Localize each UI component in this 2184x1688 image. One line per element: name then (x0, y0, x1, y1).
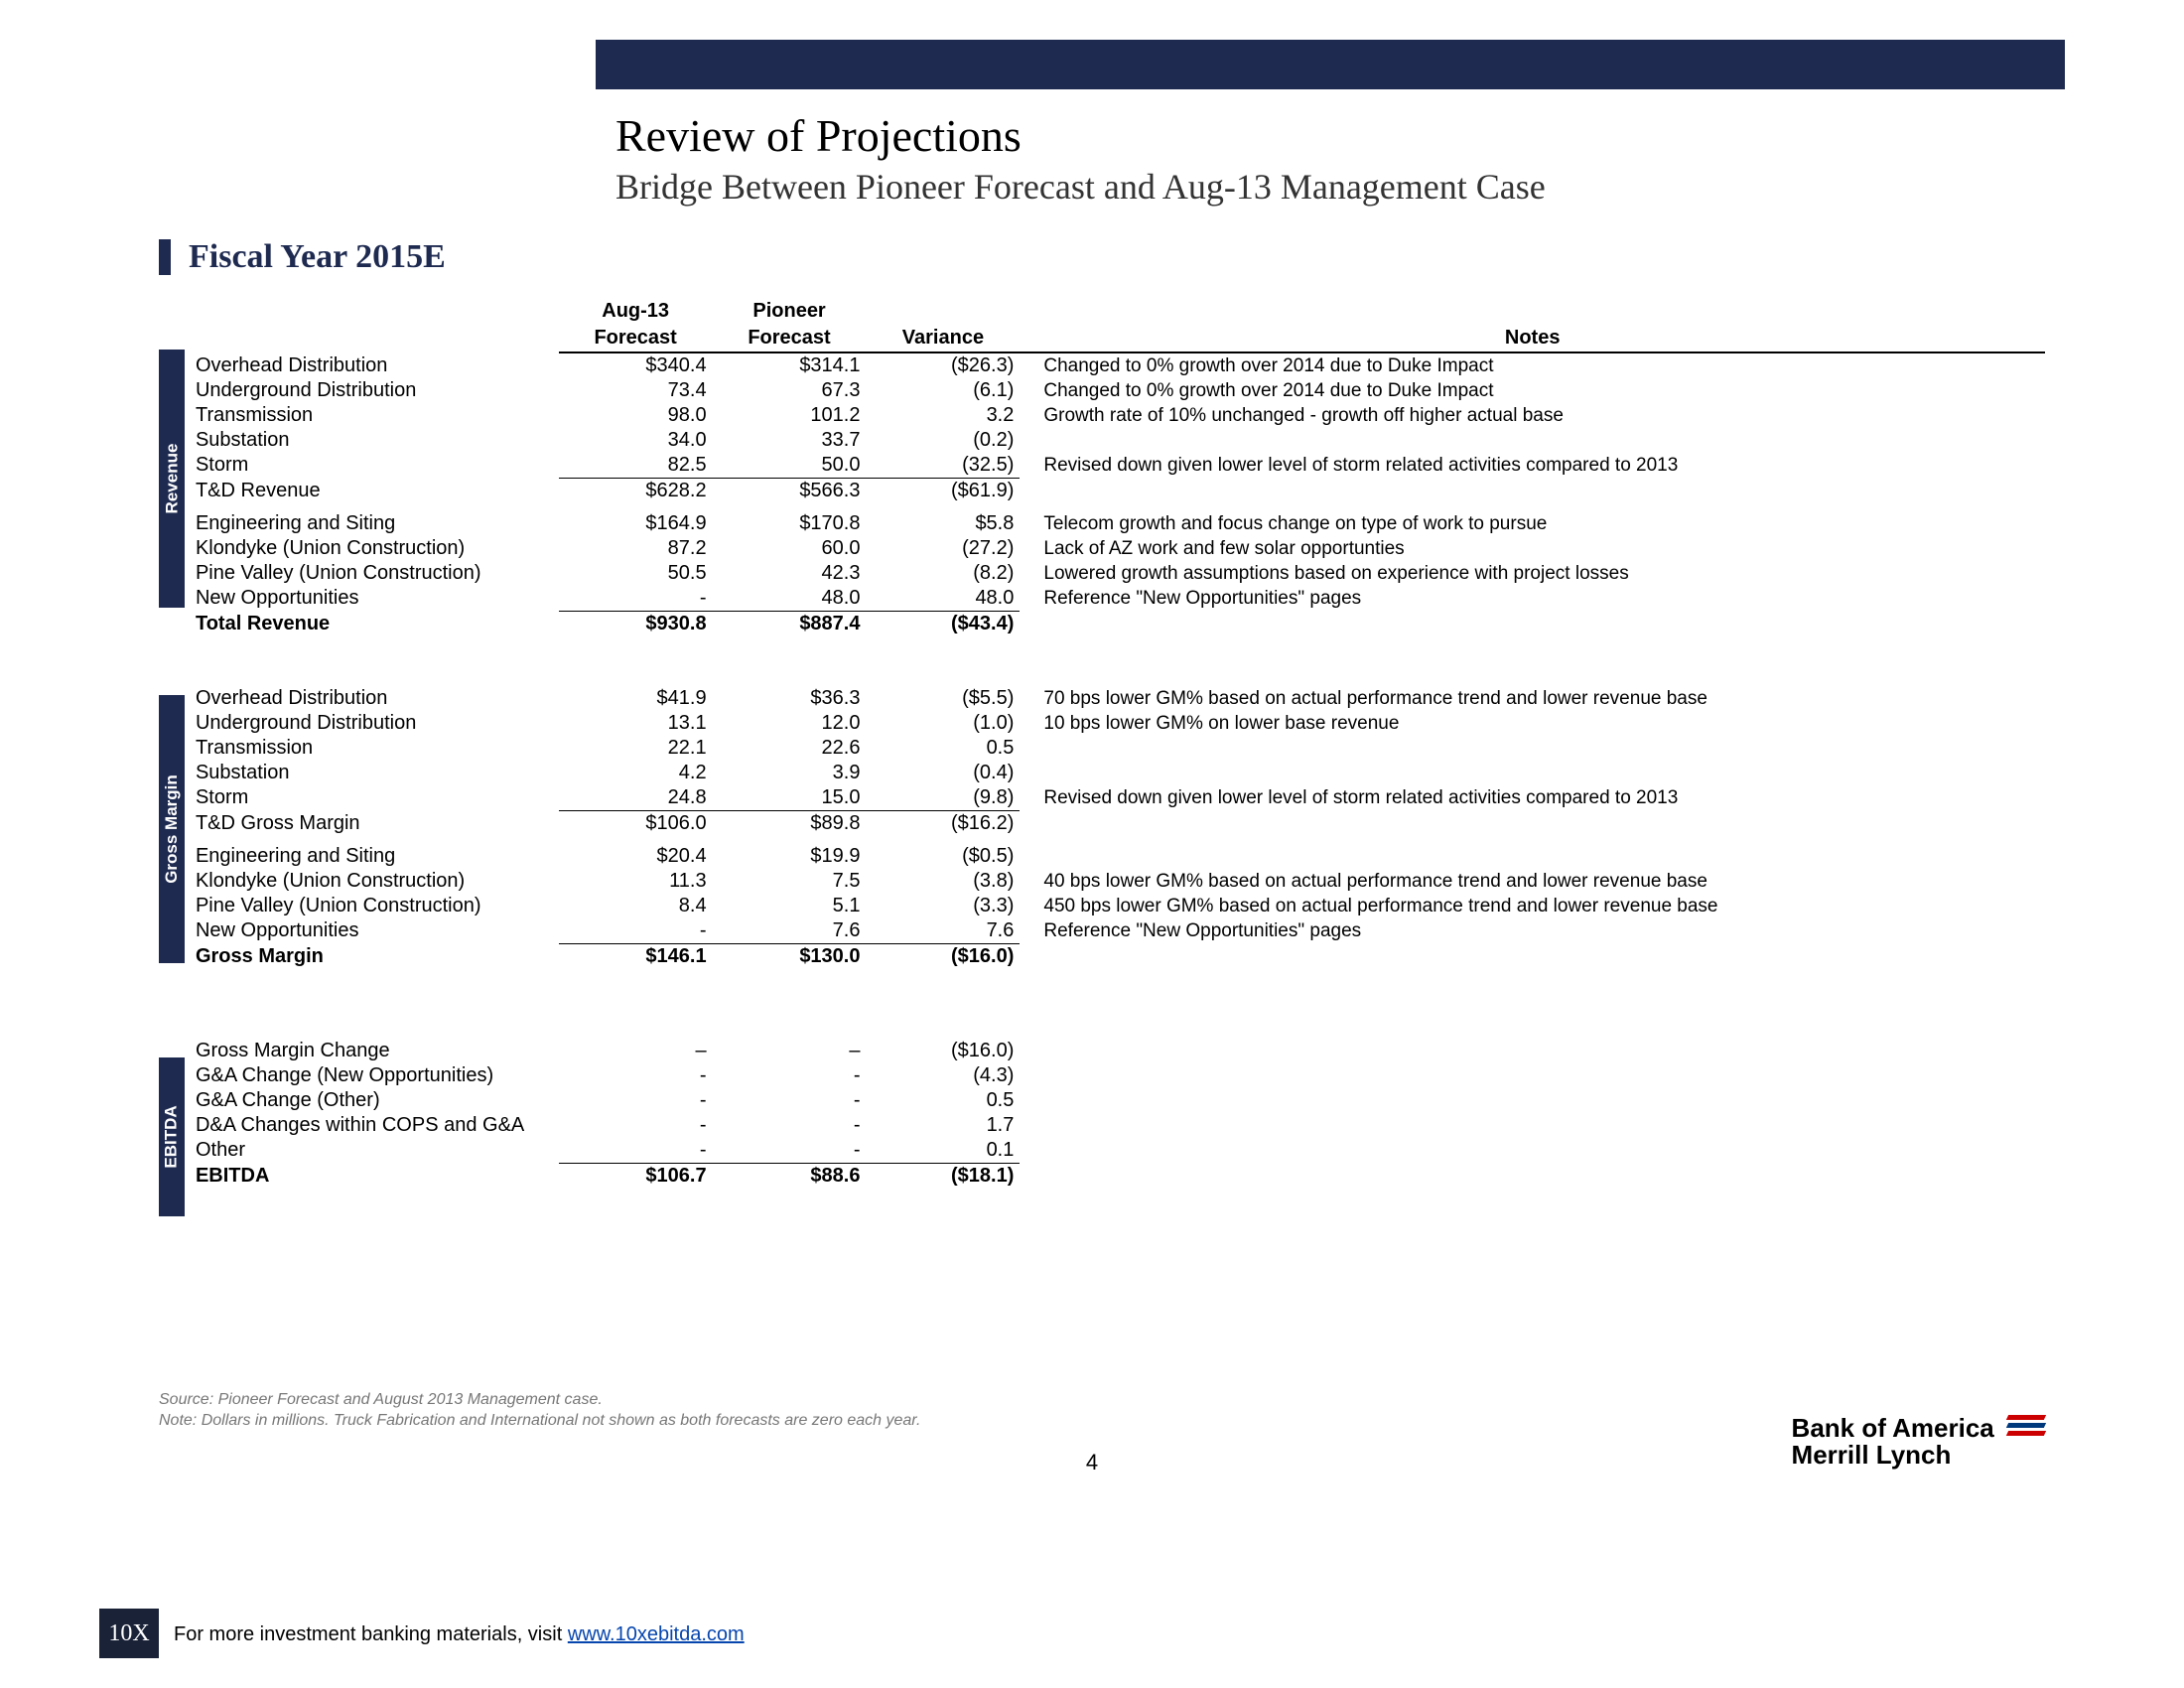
table-row: Substation4.23.9(0.4) (159, 761, 2045, 785)
section-title: Fiscal Year 2015E (189, 238, 446, 275)
projection-table-wrap: Aug-13 Pioneer Forecast Forecast Varianc… (159, 298, 2045, 1189)
table-row: Underground Distribution13.112.0(1.0)10 … (159, 711, 2045, 736)
gross-margin-total-row: Gross Margin$146.1$130.0($16.0) (159, 944, 2045, 970)
table-row: Klondyke (Union Construction)87.260.0(27… (159, 536, 2045, 561)
slide: Review of Projections Bridge Between Pio… (119, 40, 2065, 1529)
table-row: D&A Changes within COPS and G&A--1.7 (159, 1113, 2045, 1138)
table-row: Storm82.550.0(32.5)Revised down given lo… (159, 453, 2045, 479)
bottom-bar: 10X For more investment banking material… (0, 1599, 2184, 1688)
bottom-text: For more investment banking materials, v… (174, 1623, 745, 1646)
bofa-logo: Bank of America Merrill Lynch (1792, 1415, 2045, 1470)
top-accent-bar (596, 40, 2065, 89)
flag-icon (2007, 1415, 2045, 1439)
table-row: G&A Change (New Opportunities)--(4.3) (159, 1063, 2045, 1088)
table-row: Storm24.815.0(9.8)Revised down given low… (159, 785, 2045, 811)
ebitda-link[interactable]: www.10xebitda.com (568, 1623, 745, 1645)
logo-10x: 10X (99, 1609, 159, 1658)
table-row: Underground Distribution73.467.3(6.1)Cha… (159, 378, 2045, 403)
table-row: Overhead Distribution$340.4$314.1($26.3)… (159, 352, 2045, 378)
title-block: Review of Projections Bridge Between Pio… (615, 109, 1546, 208)
table-row: Engineering and Siting$164.9$170.8$5.8Te… (159, 511, 2045, 536)
table-row: Klondyke (Union Construction)11.37.5(3.8… (159, 869, 2045, 894)
table-row: Overhead Distribution$41.9$36.3($5.5)70 … (159, 686, 2045, 711)
table-row: Engineering and Siting$20.4$19.9($0.5) (159, 844, 2045, 869)
table-row: Transmission22.122.60.5 (159, 736, 2045, 761)
table-row: Pine Valley (Union Construction)50.542.3… (159, 561, 2045, 586)
table-row: New Opportunities-48.048.0Reference "New… (159, 586, 2045, 612)
table-row: Gross Margin Change––($16.0) (159, 1039, 2045, 1063)
table-row: New Opportunities-7.67.6Reference "New O… (159, 918, 2045, 944)
total-revenue-row: Total Revenue$930.8$887.4($43.4) (159, 612, 2045, 637)
projection-table: Aug-13 Pioneer Forecast Forecast Varianc… (159, 298, 2045, 1189)
subtitle: Bridge Between Pioneer Forecast and Aug-… (615, 166, 1546, 208)
header-row-1: Aug-13 Pioneer (159, 298, 2045, 325)
table-row: Other--0.1 (159, 1138, 2045, 1164)
td-revenue-subtotal: T&D Revenue$628.2$566.3($61.9) (159, 479, 2045, 504)
table-row: G&A Change (Other)--0.5 (159, 1088, 2045, 1113)
section-header: Fiscal Year 2015E (159, 238, 446, 276)
ebitda-total-row: EBITDA$106.7$88.6($18.1) (159, 1164, 2045, 1190)
page-number: 4 (119, 1450, 2065, 1476)
header-row-2: Forecast Forecast Variance Notes (159, 325, 2045, 352)
td-gm-subtotal: T&D Gross Margin$106.0$89.8($16.2) (159, 811, 2045, 837)
table-row: Pine Valley (Union Construction)8.45.1(3… (159, 894, 2045, 918)
main-title: Review of Projections (615, 109, 1546, 162)
table-row: Transmission98.0101.23.2Growth rate of 1… (159, 403, 2045, 428)
footnotes: Source: Pioneer Forecast and August 2013… (159, 1390, 920, 1432)
section-accent-bar (159, 239, 171, 275)
table-row: Substation34.033.7(0.2) (159, 428, 2045, 453)
